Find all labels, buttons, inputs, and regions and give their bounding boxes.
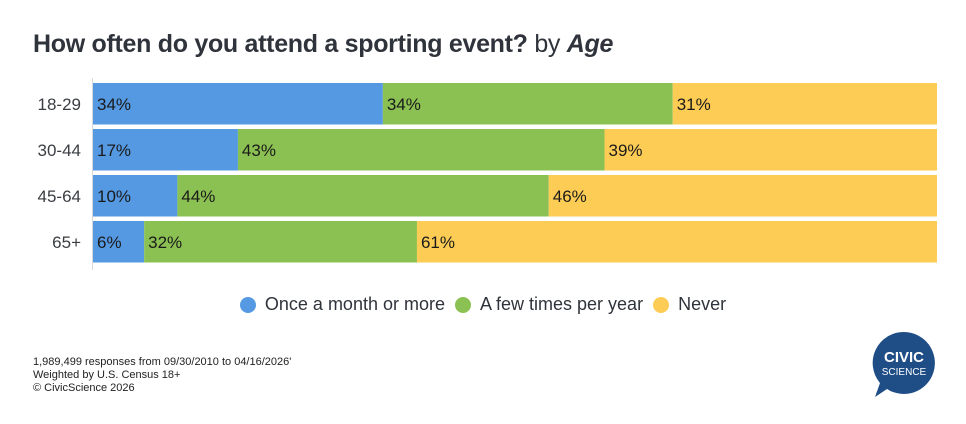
category-label: 18-29 xyxy=(38,95,81,114)
legend-item-never[interactable]: Never xyxy=(653,294,726,315)
data-label: 46% xyxy=(553,187,587,206)
logo-speech-bubble-icon xyxy=(872,331,935,397)
bar-segment[interactable] xyxy=(93,221,145,263)
footer-copyright: © CivicScience 2026 xyxy=(33,382,135,394)
chart-footer: 1,989,499 responses from 09/30/2010 to 0… xyxy=(33,356,291,395)
footer-responses: 1,989,499 responses from 09/30/2010 to 0… xyxy=(33,356,292,368)
data-label: 43% xyxy=(242,141,276,160)
legend-item-once-a-month[interactable]: Once a month or more xyxy=(239,294,445,315)
bar-segment[interactable] xyxy=(93,83,383,125)
bar-segment[interactable] xyxy=(93,175,178,217)
bar-segment[interactable] xyxy=(416,221,937,263)
title-by: by xyxy=(534,30,561,58)
bar-segment[interactable] xyxy=(237,129,605,171)
category-label: 45-64 xyxy=(38,187,81,206)
category-label: 30-44 xyxy=(38,141,81,160)
legend-label: Once a month or more xyxy=(264,294,445,314)
data-label: 61% xyxy=(421,233,455,252)
data-label: 17% xyxy=(97,141,131,160)
bar-segment[interactable] xyxy=(382,83,673,125)
chart-legend: Once a month or more A few times per yea… xyxy=(0,294,966,315)
bar-segment[interactable] xyxy=(604,129,937,171)
bar-segment[interactable] xyxy=(548,175,937,217)
data-label: 31% xyxy=(677,95,711,114)
legend-label: A few times per year xyxy=(480,294,644,314)
data-label: 10% xyxy=(97,187,131,206)
bar-segment[interactable] xyxy=(672,83,937,125)
logo-text-civic: CIVIC xyxy=(884,349,924,366)
bar-segment[interactable] xyxy=(144,221,417,263)
civicscience-logo[interactable]: CIVIC SCIENCE xyxy=(868,329,940,401)
data-label: 39% xyxy=(609,141,643,160)
data-label: 32% xyxy=(148,233,182,252)
legend-label: Never xyxy=(678,294,727,314)
bar-segment[interactable] xyxy=(93,129,238,171)
bar-segment[interactable] xyxy=(177,175,549,217)
title-question: How often do you attend a sporting event… xyxy=(33,30,528,58)
stacked-bar-chart: 18-29 34% 34% 31% 30-44 17% 43% 39% 45-64 10% 44% 4… xyxy=(38,78,937,270)
data-label: 34% xyxy=(387,95,421,114)
legend-dot-icon xyxy=(239,296,256,313)
legend-dot-icon xyxy=(653,296,670,313)
data-label: 6% xyxy=(97,233,122,252)
footer-weighting: Weighted by U.S. Census 18+ xyxy=(33,369,181,381)
data-label: 34% xyxy=(97,95,131,114)
legend-dot-icon xyxy=(455,296,471,313)
title-dimension: Age xyxy=(566,30,614,58)
logo-text-science: SCIENCE xyxy=(882,367,927,378)
chart-title: How often do you attend a sporting event… xyxy=(33,30,613,59)
legend-item-few-times-per-year[interactable]: A few times per year xyxy=(455,294,643,315)
data-label: 44% xyxy=(181,187,215,206)
category-label: 65+ xyxy=(52,233,81,252)
